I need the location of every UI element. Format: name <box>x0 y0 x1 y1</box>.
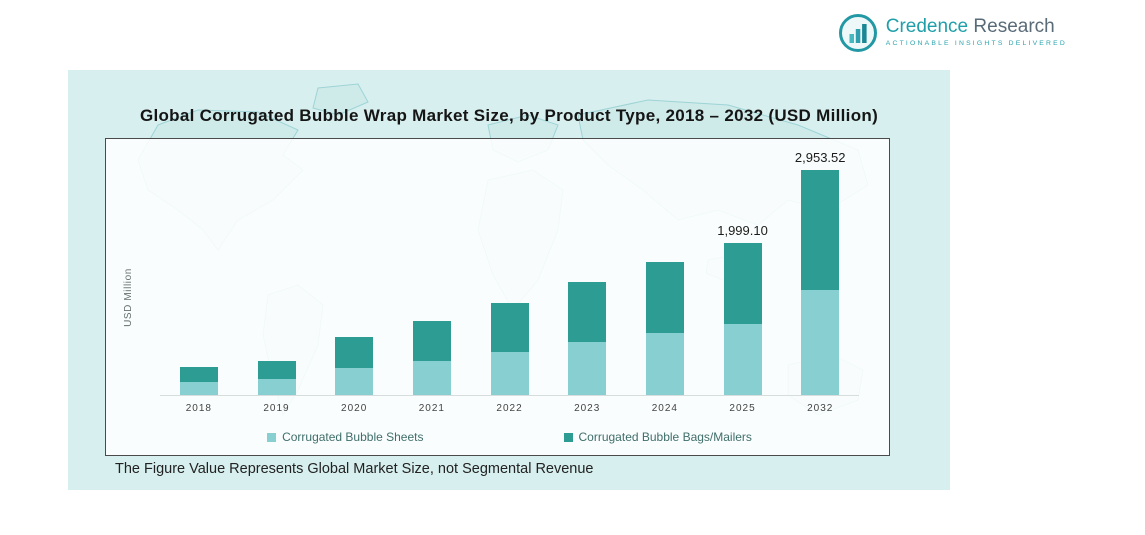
bar-segment-bags-2021 <box>412 321 451 361</box>
bar-segment-sheets-2032 <box>801 289 840 395</box>
legend-swatch-sheets <box>267 432 277 442</box>
bar-segment-bags-2020 <box>335 337 374 369</box>
x-tick-2023: 2023 <box>574 403 601 414</box>
x-tick-2032: 2032 <box>807 403 834 414</box>
bar-2020 <box>335 337 374 395</box>
logo-text: Credence Research Actionable Insights De… <box>886 13 1067 47</box>
legend-label-bags: Corrugated Bubble Bags/Mailers <box>578 430 752 444</box>
figure-footnote: The Figure Value Represents Global Marke… <box>115 461 594 477</box>
bar-2024 <box>645 262 684 395</box>
x-tick-2018: 2018 <box>185 403 212 414</box>
bar-chart-circle-icon <box>838 14 877 52</box>
x-tick-2025: 2025 <box>729 403 756 414</box>
bar-2025 <box>723 242 762 395</box>
bar-value-label-2025: 1,999.10 <box>717 222 768 238</box>
bar-2021 <box>412 321 451 395</box>
bar-segment-bags-2025 <box>723 242 762 324</box>
logo-brand-primary: Credence <box>885 16 969 37</box>
bar-group-2020 <box>315 155 393 395</box>
bar-group-2018 <box>160 155 238 395</box>
chart-main: 1,999.10 2,953.52 2018 2019 2020 2021 2022 202… <box>150 139 889 455</box>
legend-item-bags: Corrugated Bubble Bags/Mailers <box>563 430 752 444</box>
bar-segment-sheets-2021 <box>412 360 451 395</box>
bar-segment-bags-2022 <box>490 302 529 352</box>
logo: Credence Research Actionable Insights De… <box>838 13 1067 53</box>
bar-segment-sheets-2024 <box>645 333 684 395</box>
bar-segment-sheets-2023 <box>568 342 607 395</box>
x-tick-2020: 2020 <box>341 403 368 414</box>
bar-group-2021 <box>393 155 471 395</box>
figure-panel: Global Corrugated Bubble Wrap Market Siz… <box>68 70 950 490</box>
bar-2018 <box>179 367 218 395</box>
bar-segment-sheets-2020 <box>335 368 374 395</box>
bar-group-2023 <box>548 155 626 395</box>
x-axis-labels: 2018 2019 2020 2021 2022 2023 2024 2025 2032 <box>160 403 859 414</box>
y-axis-label: USD Million <box>122 267 134 327</box>
logo-tagline: Actionable Insights Delivered <box>885 39 1067 47</box>
logo-brand-secondary: Research <box>973 16 1055 37</box>
bar-group-2022 <box>471 155 549 395</box>
bar-group-2024 <box>626 155 704 395</box>
bar-segment-sheets-2022 <box>490 352 529 395</box>
bar-2019 <box>257 361 296 395</box>
bar-segment-bags-2032 <box>801 170 840 290</box>
bar-segment-sheets-2018 <box>179 382 218 395</box>
y-axis: USD Million <box>106 139 150 455</box>
legend-label-sheets: Corrugated Bubble Sheets <box>282 430 424 444</box>
bar-2023 <box>568 281 607 395</box>
x-tick-2019: 2019 <box>263 403 290 414</box>
x-tick-2024: 2024 <box>651 403 678 414</box>
bar-2022 <box>490 302 529 395</box>
bar-segment-bags-2018 <box>179 367 218 382</box>
bar-segment-sheets-2019 <box>257 379 296 395</box>
bar-value-label-2032: 2,953.52 <box>794 149 846 165</box>
legend: Corrugated Bubble Sheets Corrugated Bubbl… <box>160 430 859 444</box>
legend-item-sheets: Corrugated Bubble Sheets <box>267 430 424 444</box>
bar-segment-bags-2023 <box>568 281 607 343</box>
bar-group-2019 <box>238 155 316 395</box>
bar-group-2032: 2,953.52 <box>781 150 859 395</box>
chart-frame: USD Million 1,999.10 2,953.52 2018 2019 202… <box>105 138 890 456</box>
bar-2032 <box>801 170 840 395</box>
bar-group-2025: 1,999.10 <box>704 155 782 395</box>
chart-title: Global Corrugated Bubble Wrap Market Siz… <box>139 106 879 125</box>
plot-area: 1,999.10 2,953.52 <box>160 150 859 396</box>
bar-segment-bags-2019 <box>257 361 296 380</box>
x-tick-2021: 2021 <box>418 403 445 414</box>
bar-segment-bags-2024 <box>645 262 684 334</box>
logo-name: Credence Research <box>886 17 1067 37</box>
x-tick-2022: 2022 <box>496 403 523 414</box>
bar-segment-sheets-2025 <box>723 323 762 395</box>
legend-swatch-bags <box>563 432 573 442</box>
